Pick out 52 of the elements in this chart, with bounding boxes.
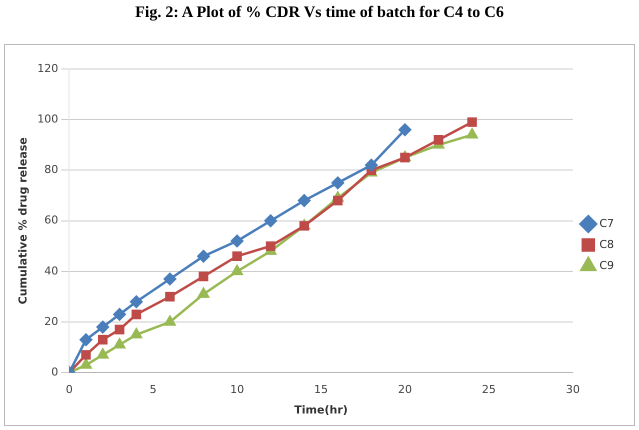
point	[130, 296, 143, 308]
y-tick-label: 120	[37, 62, 58, 75]
point	[467, 117, 477, 127]
y-tick-label: 0	[51, 365, 58, 378]
y-tick-label: 100	[37, 112, 58, 126]
x-tick-label: 25	[482, 383, 496, 396]
y-axis-title: Cumulative % drug release	[16, 137, 30, 304]
legend-label: C9	[599, 258, 614, 272]
point	[197, 250, 210, 262]
point	[400, 152, 410, 162]
point	[332, 176, 344, 190]
point	[365, 158, 378, 172]
point	[198, 272, 208, 282]
chart-title: Fig. 2: A Plot of % CDR Vs time of batch for C4 to C6	[134, 4, 505, 22]
point	[231, 265, 243, 276]
point	[97, 348, 108, 359]
point	[398, 123, 412, 136]
point	[198, 288, 210, 298]
x-tick-label: 20	[398, 383, 412, 396]
point	[80, 358, 92, 369]
point	[230, 234, 244, 248]
point	[164, 272, 176, 286]
legend-label: C8	[599, 238, 614, 251]
x-tick-label: 5	[150, 383, 157, 396]
legend-label: C7	[599, 216, 614, 230]
point	[298, 194, 310, 207]
point	[81, 350, 91, 360]
y-tick-label: 40	[44, 264, 58, 278]
point	[164, 316, 176, 326]
x-tick-label: 10	[230, 383, 244, 396]
x-tick-label: 30	[566, 383, 580, 396]
point	[98, 334, 108, 344]
x-tick-label: 15	[314, 383, 328, 396]
point	[299, 221, 310, 231]
point	[434, 135, 444, 145]
point	[114, 324, 124, 334]
point	[113, 308, 126, 321]
y-tick-label: 20	[44, 314, 58, 328]
point	[132, 310, 142, 320]
point	[165, 292, 175, 302]
x-tick-label: 0	[66, 383, 73, 396]
point	[130, 328, 142, 338]
point	[264, 214, 277, 228]
y-tick-label: 60	[44, 214, 58, 227]
point	[96, 320, 110, 334]
y-tick-label: 80	[44, 163, 58, 176]
point	[114, 338, 126, 349]
point	[466, 128, 478, 139]
point	[80, 333, 92, 346]
point	[232, 251, 242, 262]
point	[266, 241, 276, 251]
x-axis-title: Time(hr)	[294, 403, 348, 416]
